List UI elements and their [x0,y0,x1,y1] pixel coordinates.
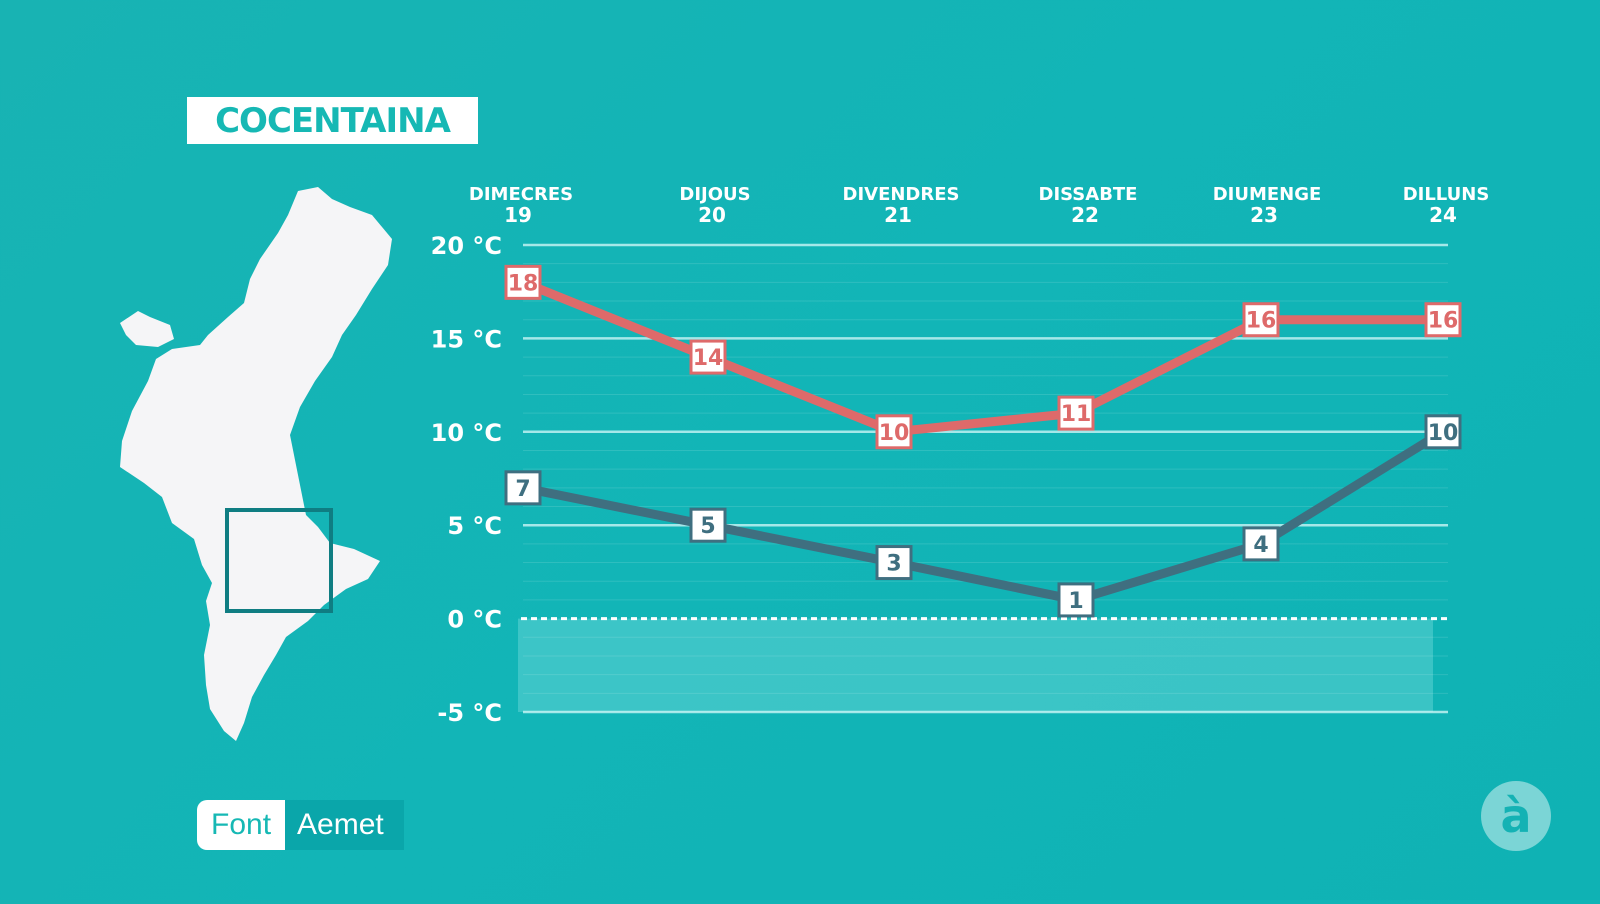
source-badge: Font Aemet [197,800,404,850]
source-value: Aemet [285,800,404,850]
data-point-box [875,545,913,581]
valencia-map-icon [120,187,392,741]
data-label: 18 [508,271,539,296]
y-tick-label: 5 °C [447,512,502,540]
day-date-label: 23 [1250,203,1278,227]
data-point-box [1057,395,1095,431]
y-tick-label: 15 °C [431,325,502,353]
location-title: COCENTAINA [215,100,451,141]
grid-lines [518,243,1448,714]
series-line-max [521,278,1443,437]
data-point-box [689,507,727,543]
day-date-label: 19 [504,203,532,227]
data-label: 10 [879,421,910,446]
region-enclave-shape [120,311,174,347]
data-label: 3 [886,552,901,577]
data-point-box [504,264,542,300]
data-point-box [504,470,542,506]
y-tick-label: 20 °C [431,232,502,260]
channel-logo-icon: à [1481,781,1551,851]
data-label: 11 [1061,402,1092,427]
y-tick-label: 10 °C [431,419,502,447]
day-date-label: 21 [884,203,912,227]
data-point-box [689,339,727,375]
data-label: 1 [1068,589,1083,614]
y-axis-ticks: 20 °C 15 °C 10 °C 5 °C 0 °C -5 °C [431,232,502,727]
day-name-label: DIUMENGE [1213,184,1322,205]
data-label: 16 [1428,309,1459,334]
data-point-box [1057,582,1095,618]
data-label: 16 [1246,309,1277,334]
day-date-label: 24 [1429,203,1457,227]
data-point-box [1242,302,1280,338]
y-tick-label: 0 °C [447,606,502,634]
location-highlight-box [225,508,333,613]
day-name-label: DIJOUS [679,184,750,205]
day-name-label: DILLUNS [1403,184,1490,205]
day-name-label: DIMECRES [469,184,573,205]
region-map [110,185,410,765]
data-point-box [875,414,913,450]
series-line-min [522,427,1446,605]
day-name-label: DISSABTE [1039,184,1138,205]
data-label: 4 [1253,533,1268,558]
region-shape [120,187,392,741]
location-title-box: COCENTAINA [187,97,478,144]
day-date-label: 20 [698,203,726,227]
data-label: 10 [1428,421,1459,446]
data-point-box [1424,302,1462,338]
data-label: 14 [693,346,724,371]
data-point-box [1424,414,1462,450]
day-name-label: DIVENDRES [843,184,960,205]
source-label: Font [197,800,286,850]
data-label: 7 [515,477,530,502]
day-date-label: 22 [1071,203,1099,227]
channel-logo-text: à [1500,789,1532,843]
below-zero-band [518,618,1433,712]
y-tick-label: -5 °C [437,699,502,727]
data-point-box [1242,526,1280,562]
data-label: 5 [700,514,715,539]
series-lines [521,278,1446,605]
